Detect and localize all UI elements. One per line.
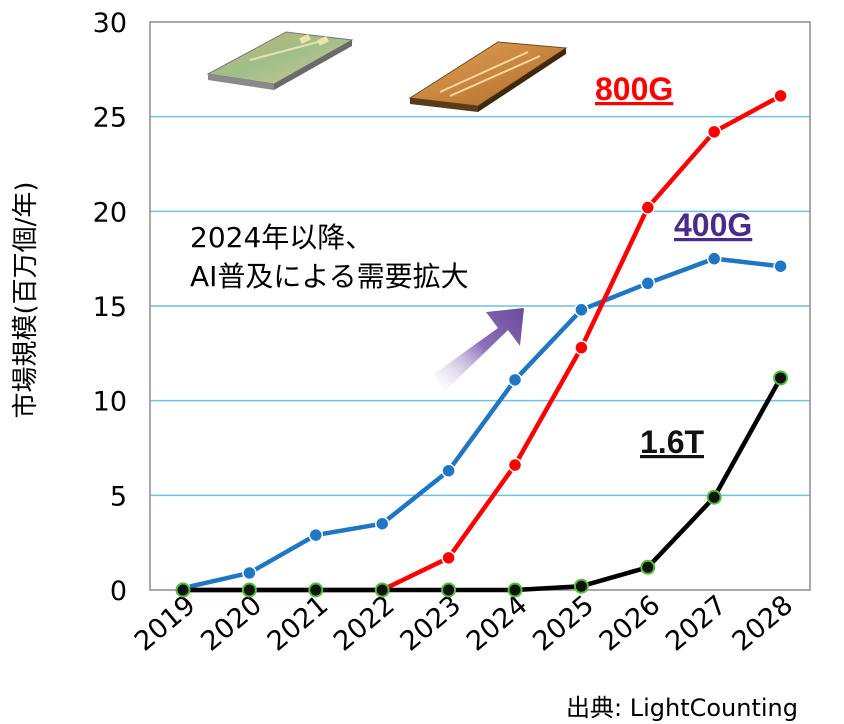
data-point bbox=[175, 582, 191, 598]
y-tick-label: 30 bbox=[93, 8, 127, 39]
chip-image-1 bbox=[206, 31, 354, 90]
data-point bbox=[706, 251, 722, 266]
y-tick-label: 15 bbox=[93, 292, 127, 323]
data-point bbox=[242, 565, 257, 581]
y-tick-label: 10 bbox=[93, 387, 127, 418]
x-tick-label: 2027 bbox=[660, 590, 733, 658]
data-point bbox=[706, 489, 722, 505]
y-tick-label: 0 bbox=[110, 576, 127, 607]
data-point bbox=[241, 582, 257, 598]
growth-arrow bbox=[434, 308, 524, 392]
x-tick-label: 2025 bbox=[527, 590, 600, 658]
gridlines bbox=[150, 115, 810, 497]
data-point bbox=[441, 582, 457, 598]
source-text: 出典: LightCounting bbox=[566, 694, 798, 722]
data-point bbox=[574, 340, 589, 355]
series-label-800g: 800G bbox=[595, 71, 673, 107]
data-point bbox=[573, 578, 589, 594]
x-tick-label: 2024 bbox=[461, 590, 534, 658]
series-line-400g bbox=[180, 256, 783, 591]
data-point bbox=[773, 88, 788, 104]
data-point bbox=[773, 258, 788, 274]
series-layer bbox=[175, 88, 789, 598]
data-point bbox=[640, 559, 656, 575]
data-point bbox=[640, 200, 656, 215]
series-label-1-6t: 1.6T bbox=[640, 424, 704, 460]
data-point bbox=[773, 370, 789, 386]
data-point bbox=[507, 372, 523, 388]
x-tick-label: 2019 bbox=[129, 590, 202, 658]
series-label-400g: 400G bbox=[674, 207, 752, 243]
y-axis-label: 市場規模(百万個/年) bbox=[11, 181, 41, 418]
data-point bbox=[706, 124, 722, 140]
y-tick-label: 20 bbox=[93, 197, 127, 228]
annotation-line-2: AI普及による需要拡大 bbox=[190, 260, 469, 293]
x-tick-label: 2028 bbox=[727, 590, 800, 658]
data-point bbox=[507, 582, 523, 598]
y-tick-label: 5 bbox=[110, 481, 127, 512]
data-point bbox=[374, 582, 390, 598]
data-point bbox=[640, 276, 656, 291]
series-line-1-6t bbox=[180, 375, 783, 593]
x-tick-label: 2026 bbox=[594, 590, 667, 658]
x-tick-label: 2021 bbox=[262, 590, 335, 658]
data-point bbox=[441, 550, 456, 566]
data-point bbox=[308, 527, 324, 543]
data-point bbox=[374, 516, 390, 531]
data-point bbox=[574, 302, 589, 318]
x-tick-label: 2020 bbox=[195, 590, 268, 658]
x-tick-label: 2022 bbox=[328, 590, 401, 658]
chip-image-2 bbox=[408, 41, 568, 112]
data-point bbox=[308, 582, 324, 598]
y-tick-label: 25 bbox=[93, 103, 127, 134]
data-point bbox=[507, 457, 523, 473]
data-point bbox=[441, 463, 456, 478]
annotation-line-1: 2024年以降、 bbox=[190, 221, 373, 254]
x-tick-label: 2023 bbox=[395, 590, 468, 658]
